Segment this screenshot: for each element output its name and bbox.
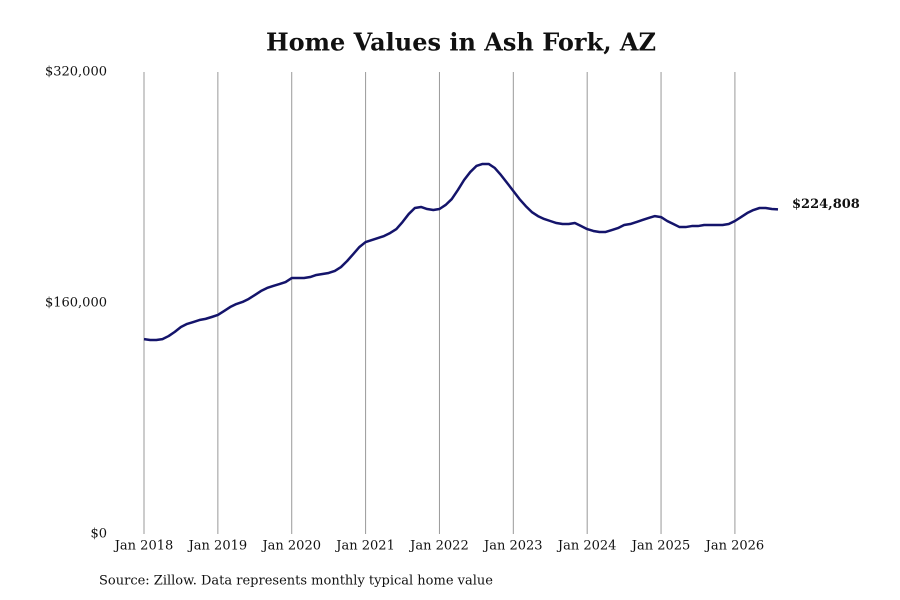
x-tick-label: Jan 2022 [408,539,469,554]
y-tick-label: $0 [90,527,107,542]
end-value-label: $224,808 [792,197,860,212]
source-note: Source: Zillow. Data represents monthly … [99,574,493,589]
x-tick-label: Jan 2023 [482,539,543,554]
series-line [143,162,779,342]
x-tick-label: Jan 2019 [187,539,248,554]
x-tick-label: Jan 2025 [630,539,691,554]
y-tick-label: $320,000 [45,65,107,80]
x-tick-label: Jan 2026 [704,539,765,554]
x-tick-label: Jan 2018 [113,539,174,554]
x-tick-label: Jan 2024 [556,539,617,554]
x-tick-label: Jan 2021 [334,539,395,554]
x-tick-label: Jan 2020 [260,539,321,554]
chart-title: Home Values in Ash Fork, AZ [266,28,656,57]
y-tick-label: $160,000 [45,296,107,311]
